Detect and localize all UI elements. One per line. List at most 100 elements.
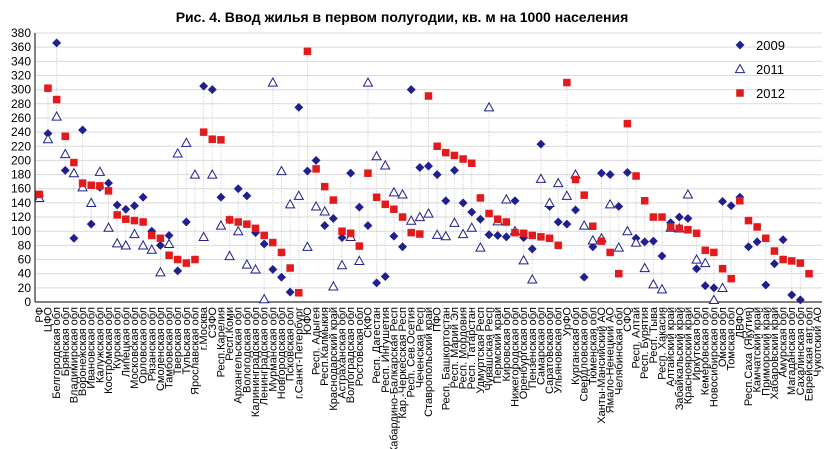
point-2009 (372, 278, 382, 288)
x-tick-label: ЦФО (42, 307, 54, 333)
point-2011 (68, 167, 80, 178)
point-2012 (467, 159, 476, 168)
x-tick-label: ЮФО (302, 307, 314, 335)
point-2012 (580, 191, 588, 199)
y-tick-label: 180 (11, 168, 31, 182)
point-2011 (155, 266, 166, 277)
x-tick-label: РФ (34, 307, 46, 323)
point-2012 (87, 181, 95, 189)
x-tick-label: Астраханская обл (337, 307, 349, 399)
point-2012 (182, 259, 191, 267)
point-2009 (406, 85, 416, 95)
point-2009 (493, 230, 503, 241)
x-tick-label: Новосибирская обл (708, 307, 720, 407)
point-2012 (122, 215, 130, 223)
point-2012 (589, 222, 597, 231)
x-tick-label: Архангельская обл (233, 307, 245, 404)
x-tick-label: Кировская обл (501, 307, 513, 382)
legend-label-2012: 2012 (756, 86, 785, 101)
y-tick-label: 220 (11, 139, 31, 153)
point-2011 (163, 238, 175, 249)
x-tick-label: г.Москва (198, 306, 210, 350)
x-tick-label: Нижегородская обл (509, 307, 521, 407)
point-2009 (380, 271, 390, 282)
point-2009 (216, 192, 226, 202)
point-2012 (35, 190, 44, 199)
y-tick-labels: 0204060801001201401601802002202402602803… (11, 26, 31, 309)
y-tick-label: 40 (18, 267, 32, 281)
x-tick-label: Тамбовская обл (164, 307, 176, 389)
x-tick-label: Сахалинская обл (795, 307, 807, 395)
point-2012 (433, 142, 441, 151)
point-2009 (52, 38, 62, 48)
point-2009 (475, 214, 485, 224)
point-2012 (710, 248, 718, 257)
x-tick-label: Владимирская обл (68, 307, 80, 403)
point-2009 (709, 283, 719, 293)
x-tick-label: Респ. Тыва (648, 306, 660, 363)
x-tick-label: Алтайский край (665, 307, 677, 387)
x-tick-label: Костромская обл (103, 307, 115, 394)
point-2011 (293, 190, 305, 200)
y-tick-label: 100 (11, 224, 31, 238)
x-tick-label: г.Санкт-Петербург (293, 307, 305, 399)
point-2011 (561, 190, 573, 200)
point-2011 (535, 173, 547, 183)
point-2009 (441, 196, 451, 206)
y-tick-label: 300 (11, 83, 31, 97)
point-2012 (61, 132, 70, 141)
point-2011 (146, 244, 158, 254)
point-2012 (476, 194, 485, 202)
point-2012 (251, 224, 260, 233)
legend-label-2009: 2009 (756, 38, 785, 53)
point-2011 (180, 137, 192, 147)
point-2011 (604, 198, 616, 209)
point-2009 (614, 201, 624, 211)
x-tick-label: Калининградская обл (250, 307, 262, 417)
point-2012 (770, 247, 779, 255)
y-tick-label: 360 (11, 40, 31, 54)
x-tick-label: Чеченская Респ (414, 307, 426, 388)
x-tick-label: Свердловская обл (579, 307, 591, 401)
point-2012 (130, 216, 139, 225)
point-2011 (518, 254, 529, 265)
point-2009 (458, 198, 468, 208)
x-tick-label: Респ.Коми (224, 307, 236, 361)
x-tick-label: Удмуртская Респ (475, 307, 487, 394)
x-tick-label: Рязанская обл (146, 307, 158, 381)
point-2011 (85, 197, 97, 207)
point-2011 (457, 228, 469, 239)
point-2012 (442, 148, 450, 157)
point-2009 (199, 81, 209, 91)
point-2012 (390, 205, 398, 214)
x-tick-label: Ставропольский край (423, 307, 435, 417)
point-2009 (717, 196, 728, 207)
point-2011 (284, 198, 296, 209)
legend-label-2011: 2011 (756, 62, 784, 77)
point-2012 (364, 169, 372, 177)
point-2011 (94, 166, 106, 176)
x-tick-label: Калужская обл (94, 307, 106, 383)
point-2009 (674, 212, 684, 222)
y-tick-label: 320 (11, 68, 31, 82)
x-tick-label: ДВФО (734, 307, 746, 339)
x-tick-label: Ярославская обл (189, 307, 201, 395)
point-2011 (42, 133, 54, 144)
point-2012 (96, 182, 104, 190)
point-2012 (519, 229, 528, 238)
x-tick-label: Кемеровская обл (700, 307, 712, 395)
point-2012 (312, 165, 320, 173)
point-2011 (423, 207, 434, 218)
x-tick-label: Кабардино-Балкарская Респ (388, 307, 400, 449)
point-2011 (648, 278, 659, 289)
x-tick-label: Оренбургская обл (518, 307, 530, 399)
point-2011 (717, 282, 728, 292)
point-2012 (225, 216, 234, 224)
y-tick-label: 120 (11, 210, 31, 224)
point-2011 (224, 250, 235, 261)
point-2011 (172, 147, 184, 158)
x-tick-label: Ханты-Мансийский АО (596, 307, 608, 424)
point-2011 (362, 77, 374, 87)
point-2011 (388, 186, 400, 197)
